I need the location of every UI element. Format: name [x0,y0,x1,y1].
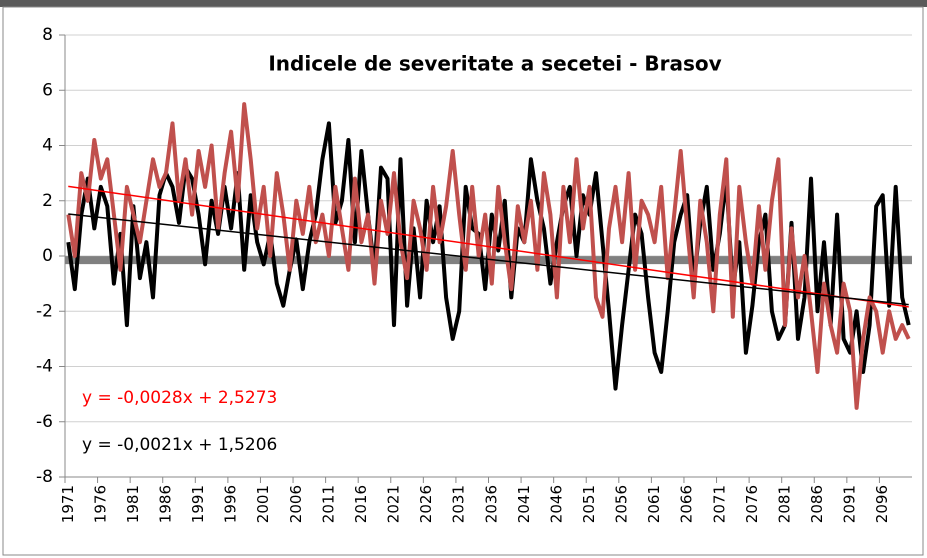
x-tick-label: 2091 [841,485,859,523]
x-tick-label: 2086 [808,485,826,523]
x-tick-label: 2051 [580,485,598,523]
trend-line [68,213,909,306]
trend-label: y = -0,0028x + 2,5273 [82,388,277,408]
y-tick-label: -8 [36,467,53,487]
x-tick-label: 1976 [91,485,109,523]
x-tick-label: 2071 [710,485,728,523]
y-tick-label: -6 [36,412,53,432]
x-tick-label: 2036 [482,485,500,523]
x-tick-label: 2011 [319,485,337,523]
x-tick-label: 1971 [59,485,77,523]
x-tick-label: 1991 [189,485,207,523]
x-tick-label: 2001 [254,485,272,523]
x-tick-label: 2056 [613,485,631,523]
chart-title: Indicele de severitate a secetei - Braso… [268,52,721,76]
y-tick-label: 8 [42,25,53,45]
x-tick-label: 2041 [515,485,533,523]
y-tick-label: 4 [42,136,53,156]
x-tick-label: 2021 [385,485,403,523]
x-tick-label: 2061 [645,485,663,523]
x-tick-label: 2016 [352,485,370,523]
trend-label: y = -0,0021x + 1,5206 [82,435,277,455]
y-tick-label: 6 [42,80,53,100]
x-tick-label: 2006 [287,485,305,523]
series-line [66,102,911,410]
x-tick-label: 1981 [124,485,142,523]
x-tick-label: 2076 [743,485,761,523]
x-tick-label: 1986 [156,485,174,523]
y-tick-label: 2 [42,191,53,211]
x-tick-label: 2066 [678,485,696,523]
y-tick-label: -2 [36,301,53,321]
x-tick-label: 2026 [417,485,435,523]
trend-line [68,185,909,308]
x-tick-label: 2081 [775,485,793,523]
y-tick-label: 0 [42,246,53,266]
x-tick-label: 2031 [450,485,468,523]
chart-frame [2,6,924,556]
top-strip [0,0,927,7]
x-tick-label: 2096 [873,485,891,523]
x-tick-label: 2046 [547,485,565,523]
y-tick-label: -4 [36,357,53,377]
x-tick-label: 1996 [222,485,240,523]
